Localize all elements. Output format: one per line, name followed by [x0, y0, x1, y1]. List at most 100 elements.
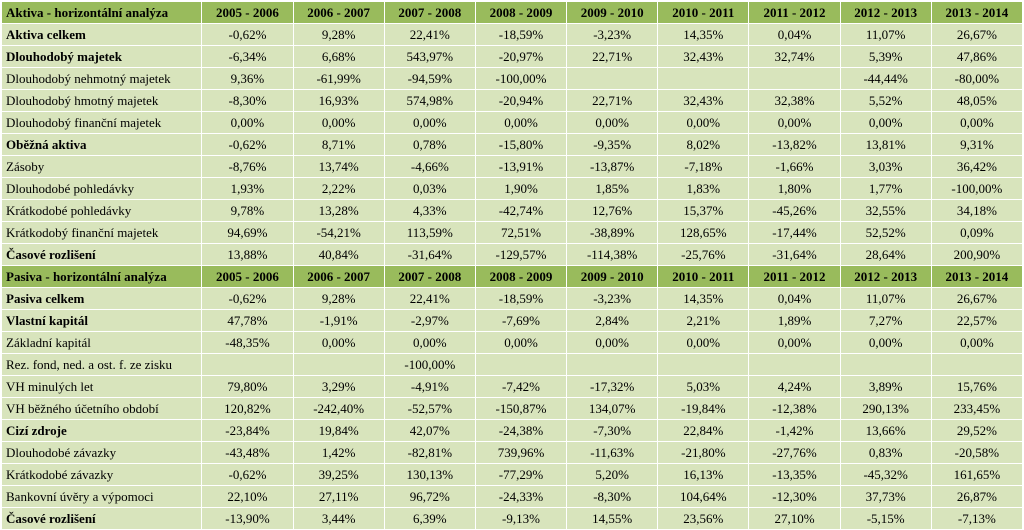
table-row: Dlouhodobý hmotný majetek -8,30% 16,93% 574… — [0, 89, 1024, 112]
table-row: Aktiva celkem -0,62% 9,28% 22,41% -18,59% -3,… — [0, 23, 1024, 46]
table-cell: 40,84% — [292, 243, 385, 266]
table-row: Zásoby -8,76% 13,74% -4,66% -13,91% -13,87% -7… — [0, 155, 1024, 178]
row-label: Dlouhodobé pohledávky — [0, 177, 203, 200]
table-cell: 543,97% — [383, 45, 476, 68]
pasiva-column-header: 2008 - 2009 — [474, 265, 568, 288]
table-row: Rez. fond, ned. a ost. f. ze zisku -100,0… — [0, 353, 1024, 376]
table-cell: 34,18% — [930, 199, 1024, 222]
table-cell: 13,66% — [839, 419, 932, 442]
table-cell — [566, 353, 659, 376]
table-cell: -82,81% — [383, 441, 476, 464]
table-cell: 4,24% — [748, 375, 841, 398]
table-cell: -7,30% — [566, 419, 659, 442]
table-cell: -100,00% — [474, 67, 568, 90]
table-cell: 0,09% — [930, 221, 1024, 244]
table-cell: 22,71% — [566, 89, 659, 112]
table-cell: 1,90% — [474, 177, 568, 200]
pasiva-column-header: 2012 - 2013 — [839, 265, 932, 288]
row-label: VH běžného účetního období — [0, 397, 203, 420]
table-cell: 0,00% — [748, 111, 841, 134]
table-cell: -8,30% — [566, 485, 659, 508]
table-cell: -54,21% — [292, 221, 385, 244]
table-cell: -129,57% — [474, 243, 568, 266]
table-cell: 72,51% — [474, 221, 568, 244]
table-cell: 0,00% — [383, 111, 476, 134]
table-cell: -11,63% — [566, 441, 659, 464]
table-cell: 0,00% — [839, 111, 932, 134]
table-cell: -24,33% — [474, 485, 568, 508]
table-cell: 120,82% — [201, 397, 294, 420]
table-cell: 5,52% — [839, 89, 932, 112]
table-cell: 1,77% — [839, 177, 932, 200]
table-cell: 6,68% — [292, 45, 385, 68]
table-cell: -18,59% — [474, 287, 568, 310]
pasiva-table: Pasiva - horizontální analýza 2005 - 2006… — [0, 265, 1024, 530]
aktiva-column-header: 2013 - 2014 — [930, 1, 1024, 24]
table-cell: 13,28% — [292, 199, 385, 222]
table-cell: -242,40% — [292, 397, 385, 420]
table-row: Cizí zdroje -23,84% 19,84% 42,07% -24,38% -7,… — [0, 419, 1024, 442]
table-cell: 27,11% — [292, 485, 385, 508]
table-cell: 39,25% — [292, 463, 385, 486]
table-cell: -0,62% — [201, 23, 294, 46]
table-cell: 13,81% — [839, 133, 932, 156]
table-cell — [566, 67, 659, 90]
table-cell: 0,04% — [748, 23, 841, 46]
table-cell: 0,00% — [474, 331, 568, 354]
aktiva-column-header: 2008 - 2009 — [474, 1, 568, 24]
table-cell: 1,93% — [201, 177, 294, 200]
table-row: Krátkodobé závazky -0,62% 39,25% 130,13% -77… — [0, 463, 1024, 486]
pasiva-column-header: 2005 - 2006 — [201, 265, 294, 288]
table-cell: 574,98% — [383, 89, 476, 112]
table-cell: 0,00% — [383, 331, 476, 354]
table-cell: -18,59% — [474, 23, 568, 46]
table-cell: -9,35% — [566, 133, 659, 156]
table-cell: 15,37% — [657, 199, 750, 222]
table-cell — [839, 353, 932, 376]
table-cell: -1,42% — [748, 419, 841, 442]
pasiva-column-header: 2010 - 2011 — [657, 265, 750, 288]
table-cell: -31,64% — [748, 243, 841, 266]
table-cell: -43,48% — [201, 441, 294, 464]
row-label: Pasiva celkem — [0, 287, 203, 310]
row-label: Krátkodobý finanční majetek — [0, 221, 203, 244]
table-cell: 1,42% — [292, 441, 385, 464]
table-cell — [930, 353, 1024, 376]
row-label: Krátkodobé závazky — [0, 463, 203, 486]
table-cell: 14,35% — [657, 287, 750, 310]
table-cell — [292, 353, 385, 376]
table-cell: -7,42% — [474, 375, 568, 398]
table-cell: -77,29% — [474, 463, 568, 486]
row-label: Dlouhodobý hmotný majetek — [0, 89, 203, 112]
table-cell: -3,23% — [566, 23, 659, 46]
pasiva-column-header: 2013 - 2014 — [930, 265, 1024, 288]
table-cell: -13,87% — [566, 155, 659, 178]
aktiva-column-header: 2007 - 2008 — [383, 1, 476, 24]
pasiva-table-title: Pasiva - horizontální analýza — [0, 265, 203, 288]
table-row: Základní kapitál -48,35% 0,00% 0,00% 0,00% 0,… — [0, 331, 1024, 354]
table-row: Bankovní úvěry a výpomoci 22,10% 27,11% 96,… — [0, 485, 1024, 508]
table-cell: -4,66% — [383, 155, 476, 178]
pasiva-column-header: 2011 - 2012 — [748, 265, 841, 288]
table-cell: -0,62% — [201, 133, 294, 156]
table-cell: -24,38% — [474, 419, 568, 442]
aktiva-header-row: Aktiva - horizontální analýza 2005 - 2006… — [0, 1, 1024, 24]
table-cell: -12,30% — [748, 485, 841, 508]
table-cell: 32,55% — [839, 199, 932, 222]
table-cell: -27,76% — [748, 441, 841, 464]
table-cell: -20,58% — [930, 441, 1024, 464]
aktiva-body: Aktiva celkem -0,62% 9,28% 22,41% -18,59% -3,… — [0, 23, 1024, 266]
table-cell: -23,84% — [201, 419, 294, 442]
table-cell: 1,80% — [748, 177, 841, 200]
row-label: Dlouhodobý finanční majetek — [0, 111, 203, 134]
table-cell: 79,80% — [201, 375, 294, 398]
table-cell: 26,67% — [930, 23, 1024, 46]
table-cell: 1,85% — [566, 177, 659, 200]
pasiva-column-header: 2007 - 2008 — [383, 265, 476, 288]
table-cell: -94,59% — [383, 67, 476, 90]
table-cell — [201, 353, 294, 376]
table-cell: 11,07% — [839, 287, 932, 310]
table-cell: -1,91% — [292, 309, 385, 332]
table-row: Dlouhodobé pohledávky 1,93% 2,22% 0,03% 1,90… — [0, 177, 1024, 200]
aktiva-column-header: 2012 - 2013 — [839, 1, 932, 24]
